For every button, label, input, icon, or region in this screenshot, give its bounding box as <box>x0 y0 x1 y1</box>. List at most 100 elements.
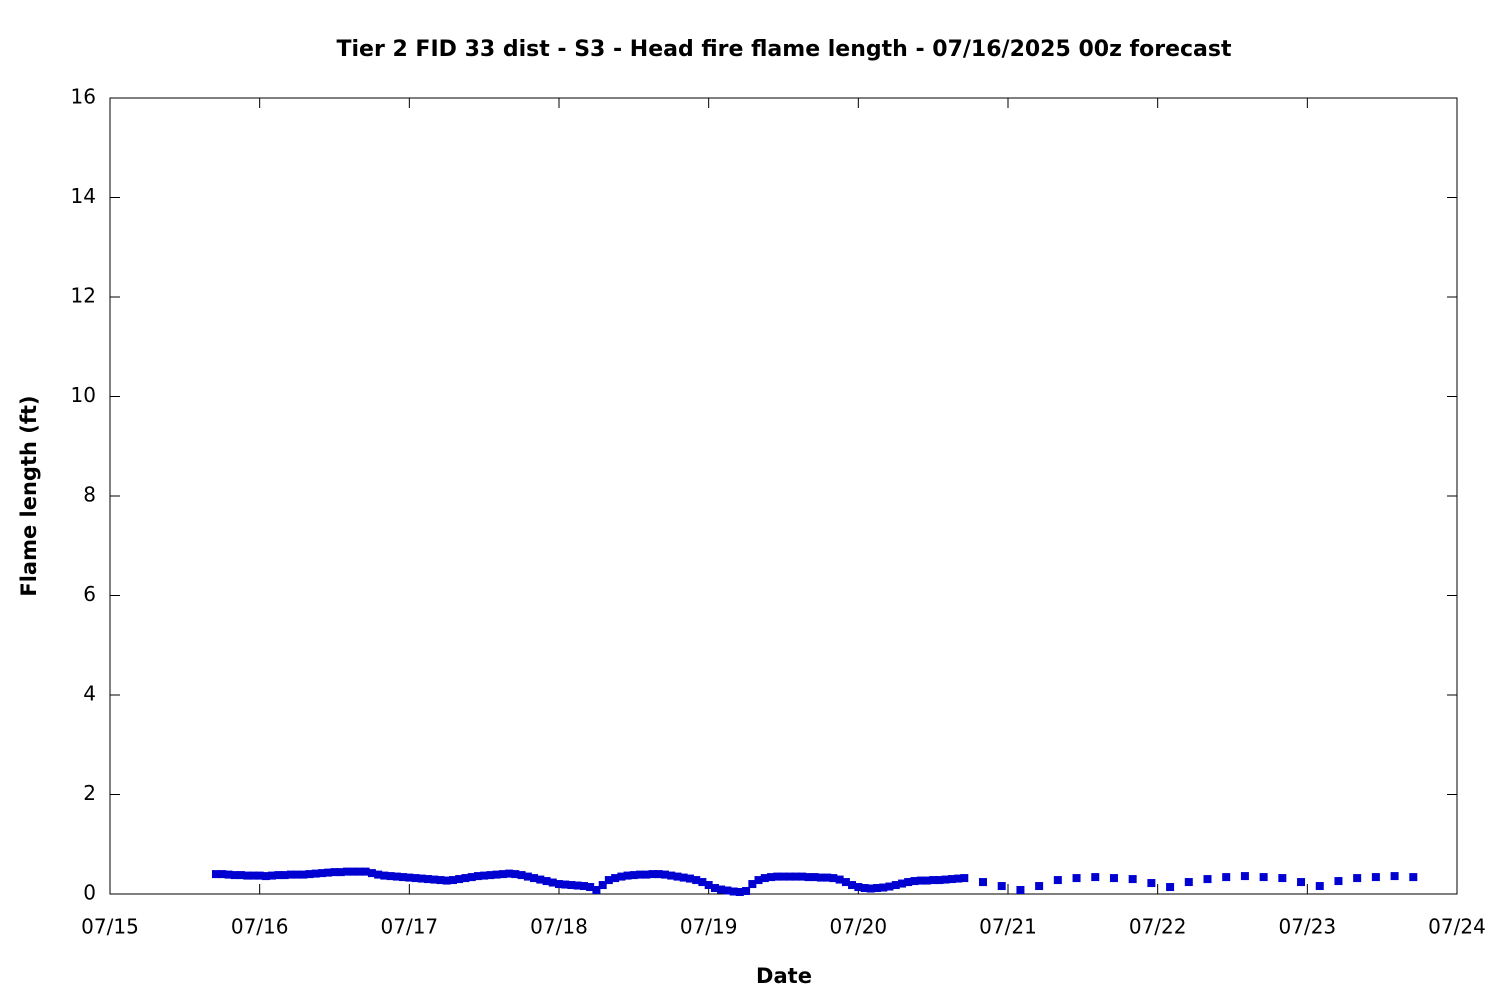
marker <box>904 878 913 887</box>
marker <box>642 870 651 879</box>
marker <box>617 872 626 881</box>
marker <box>841 878 850 887</box>
marker <box>505 869 514 878</box>
marker <box>405 873 414 882</box>
chart-title: Tier 2 FID 33 dist - S3 - Head fire flam… <box>336 37 1231 62</box>
marker <box>1128 875 1137 884</box>
plot-frame <box>109 97 1458 895</box>
marker <box>424 875 433 884</box>
marker <box>473 872 482 881</box>
marker <box>1353 874 1362 883</box>
x-tick-label: 07/23 <box>1279 915 1337 939</box>
marker <box>536 875 545 884</box>
marker <box>997 882 1006 891</box>
x-tick-label: 07/19 <box>680 915 738 939</box>
marker <box>941 875 950 884</box>
marker <box>417 874 426 883</box>
marker <box>979 878 988 887</box>
marker <box>449 876 458 885</box>
marker <box>274 871 283 880</box>
marker <box>754 876 763 885</box>
marker <box>1297 878 1306 887</box>
marker <box>735 888 744 897</box>
marker <box>399 873 408 882</box>
y-tick-label: 16 <box>71 85 96 109</box>
marker <box>1278 874 1287 883</box>
marker <box>579 882 588 891</box>
marker <box>710 884 719 893</box>
marker <box>910 877 919 886</box>
marker <box>236 871 245 880</box>
marker <box>367 869 376 878</box>
marker <box>810 873 819 882</box>
marker <box>935 876 944 885</box>
marker <box>586 883 595 892</box>
marker <box>261 872 270 881</box>
marker <box>392 872 401 881</box>
marker <box>916 876 925 885</box>
marker <box>1016 886 1025 895</box>
marker <box>692 876 701 885</box>
marker <box>461 874 470 883</box>
marker <box>816 873 825 882</box>
marker <box>374 870 383 879</box>
x-tick-label: 07/18 <box>530 915 588 939</box>
marker <box>629 871 638 880</box>
marker <box>947 875 956 884</box>
x-tick-label: 07/17 <box>381 915 439 939</box>
marker <box>717 885 726 894</box>
marker <box>785 872 794 881</box>
marker <box>318 869 327 878</box>
marker <box>891 881 900 890</box>
marker <box>1166 883 1175 892</box>
marker <box>555 880 563 889</box>
y-tick-label: 12 <box>71 284 96 308</box>
y-tick-label: 14 <box>71 184 96 208</box>
marker <box>280 871 289 880</box>
x-tick-label: 07/20 <box>830 915 888 939</box>
marker <box>704 881 713 890</box>
marker <box>336 868 345 877</box>
marker <box>604 876 613 885</box>
marker <box>854 883 863 892</box>
marker <box>922 876 931 885</box>
x-tick-label: 07/24 <box>1428 915 1486 939</box>
marker <box>804 873 813 882</box>
marker <box>742 887 751 896</box>
x-axis-label: Date <box>756 964 812 988</box>
marker <box>1091 873 1100 882</box>
marker <box>673 872 682 881</box>
marker <box>654 870 663 879</box>
marker <box>442 876 451 885</box>
marker <box>648 870 657 879</box>
x-tick-label: 07/16 <box>231 915 289 939</box>
marker <box>299 870 308 879</box>
y-axis-label: Flame length (ft) <box>17 395 41 596</box>
marker <box>760 874 769 883</box>
marker <box>1222 873 1231 882</box>
marker <box>330 868 339 877</box>
marker <box>511 870 520 879</box>
marker <box>773 872 782 881</box>
marker <box>218 870 227 879</box>
marker <box>548 878 557 887</box>
marker <box>324 868 333 877</box>
marker <box>355 867 364 876</box>
marker <box>361 867 370 876</box>
marker <box>960 874 969 883</box>
marker <box>467 873 476 882</box>
marker <box>311 869 320 878</box>
marker <box>929 876 938 885</box>
marker <box>791 872 800 881</box>
marker <box>211 870 220 879</box>
marker <box>293 870 302 879</box>
marker <box>660 870 669 879</box>
marker <box>1109 874 1118 883</box>
marker <box>255 871 264 880</box>
marker <box>679 873 688 882</box>
y-tick-label: 8 <box>83 483 96 507</box>
marker <box>611 874 620 883</box>
marker <box>436 876 445 885</box>
marker <box>623 871 632 880</box>
marker <box>848 881 857 890</box>
